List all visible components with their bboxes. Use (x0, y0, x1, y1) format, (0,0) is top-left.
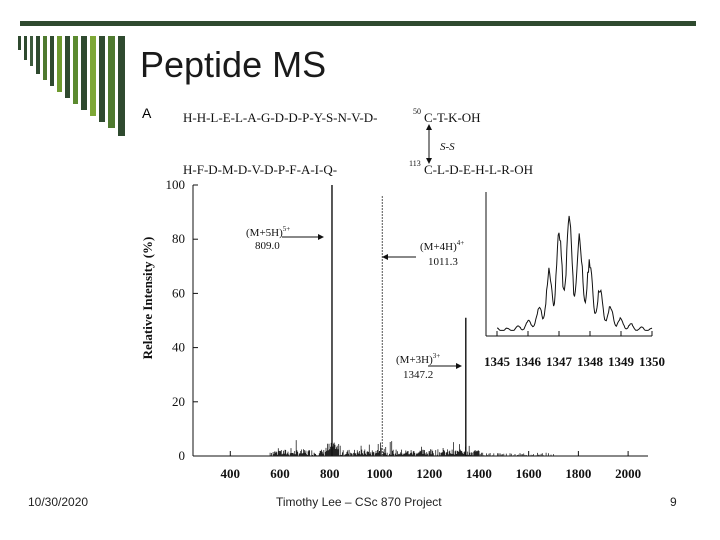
main-y-tick-label: 80 (172, 231, 185, 246)
main-y-tick-label: 0 (179, 448, 186, 463)
main-x-tick-label: 1600 (516, 466, 542, 481)
inset-x-tick-label: 1346 (515, 354, 542, 369)
annotation-m5h-value: 809.0 (255, 240, 280, 252)
main-x-tick-label: 400 (221, 466, 241, 481)
inset-x-tick-label: 1350 (639, 354, 665, 369)
annotation-m4h-value: 1011.3 (428, 256, 458, 268)
arrow-m4h-head (382, 254, 388, 260)
sequence-chain1: H-H-L-E-L-A-G-D-D-P-Y-S-N-V-D- (183, 110, 377, 125)
annotation-m5h: (M+5H)5+ (246, 225, 290, 239)
arrow-m5h-head (318, 234, 324, 240)
disulfide-label: S-S (440, 141, 455, 153)
disulfide-arrow-down (426, 158, 432, 164)
inset-x-tick-label: 1345 (484, 354, 511, 369)
main-y-tick-label: 20 (172, 394, 185, 409)
main-x-tick-label: 600 (270, 466, 290, 481)
inset-x-tick-label: 1347 (546, 354, 573, 369)
sequence-chain2-tail: C-L-D-E-H-L-R-OH (424, 162, 533, 177)
arrow-m3h-head (456, 363, 462, 369)
main-y-tick-label: 60 (172, 285, 185, 300)
main-x-tick-label: 1200 (416, 466, 442, 481)
main-x-tick-label: 1800 (565, 466, 591, 481)
main-x-tick-label: 1400 (466, 466, 492, 481)
main-y-tick-label: 40 (172, 340, 185, 355)
main-y-axis-label: Relative Intensity (%) (140, 237, 155, 360)
annotation-m3h-value: 1347.2 (403, 369, 433, 381)
sequence-chain2: H-F-D-M-D-V-D-P-F-A-I-Q- (183, 162, 337, 177)
sequence-chain1-sup: 50 (413, 107, 421, 116)
main-x-tick-label: 1000 (366, 466, 392, 481)
main-chart: 0 20 40 60 80 100 400 600 800 1000 1200 1400 1600 18… (140, 177, 648, 481)
footer-page-number: 9 (670, 495, 677, 509)
inset-x-tick-label: 1348 (577, 354, 604, 369)
main-baseline-noise (269, 440, 554, 456)
sequence-chain2-sup: 113 (409, 159, 421, 168)
inset-chart: 1345 1346 1347 1348 1349 1350 (484, 192, 665, 369)
top-bar (20, 21, 696, 26)
main-y-tick-label: 100 (166, 177, 186, 192)
sequence-chain1-tail: C-T-K-OH (424, 110, 481, 125)
annotation-m3h: (M+3H)3+ (396, 352, 440, 366)
slide-title: Peptide MS (140, 44, 327, 85)
inset-x-tick-label: 1349 (608, 354, 635, 369)
decorative-bars (18, 36, 125, 136)
main-x-tick-label: 2000 (615, 466, 641, 481)
disulfide-arrow-up (426, 124, 432, 130)
main-x-tick-label: 800 (320, 466, 340, 481)
panel-label: A (142, 105, 152, 121)
footer-date: 10/30/2020 (28, 495, 89, 509)
inset-isotope-line (497, 215, 653, 331)
footer-center-text: Timothy Lee – CSc 870 Project (276, 495, 442, 509)
annotation-m4h: (M+4H)4+ (420, 239, 464, 253)
